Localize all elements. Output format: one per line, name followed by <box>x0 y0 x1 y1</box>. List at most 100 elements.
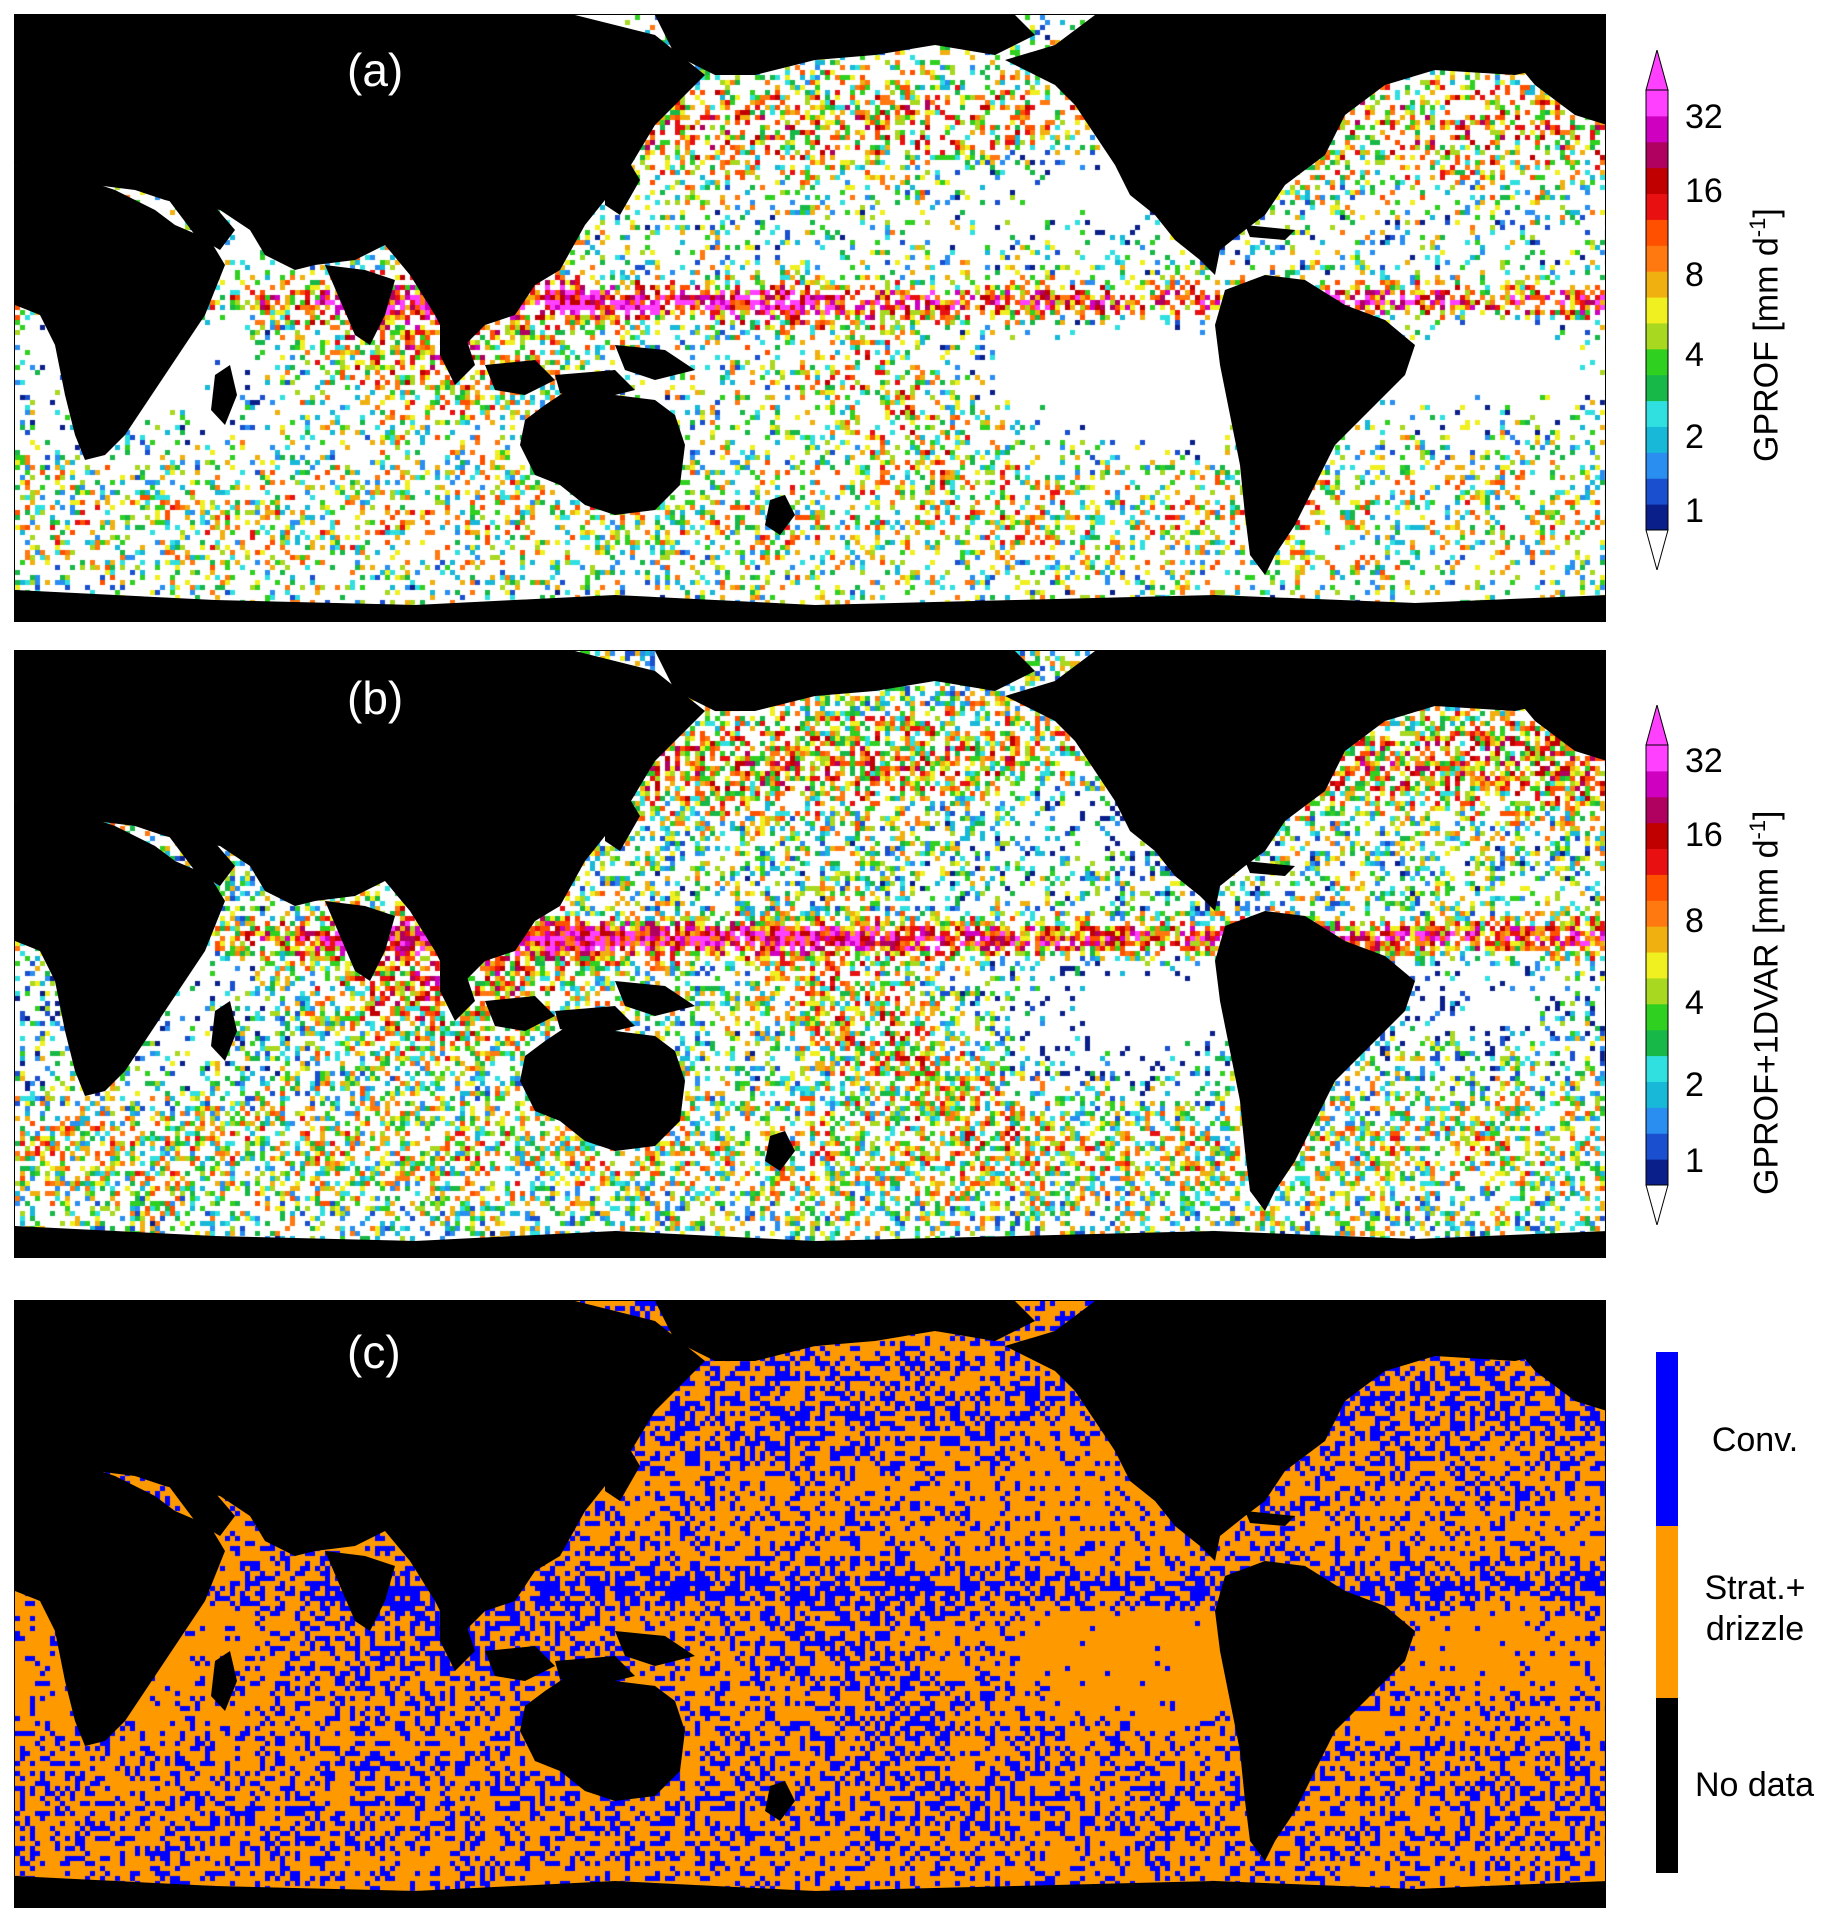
legend-label-conv: Conv. <box>1711 1421 1799 1459</box>
colorbar-segment <box>1646 977 1668 1005</box>
colorbar-segment <box>1646 1081 1668 1108</box>
landmass <box>1005 1301 1605 1561</box>
colorbar-outline <box>1645 744 1669 1186</box>
landmass <box>15 1876 1605 1907</box>
landmass <box>211 1001 237 1061</box>
colorbar-max-arrow <box>1645 705 1669 746</box>
colorbar-segment <box>1646 1159 1668 1186</box>
colorbar-a-title: GPROF [mm d-1] <box>1745 208 1786 462</box>
colorbar-segment <box>1646 478 1668 505</box>
landmass <box>520 1021 685 1151</box>
colorbar-outline <box>1645 89 1669 531</box>
colorbar-segment <box>1646 348 1668 376</box>
colorbar-b-tick-1: 1 <box>1685 1142 1704 1180</box>
landmass <box>1215 911 1415 1211</box>
colorbar-segment <box>1646 426 1668 453</box>
landmass <box>765 495 795 535</box>
landmass <box>1495 651 1605 761</box>
legend-swatch-nodata <box>1656 1698 1678 1873</box>
landmass <box>615 345 695 380</box>
landmass <box>15 590 1605 621</box>
colorbar-segment <box>1646 952 1668 979</box>
land-mask-c <box>15 1301 1605 1907</box>
legend-swatch-conv <box>1656 1352 1678 1526</box>
landmass <box>520 1671 685 1801</box>
colorbar-segment <box>1646 1055 1668 1082</box>
landmass <box>211 1651 237 1711</box>
landmass <box>615 981 695 1016</box>
colorbar-segment <box>1646 322 1668 350</box>
landmass <box>440 315 475 385</box>
colorbar-a-tick-32: 32 <box>1685 98 1723 136</box>
colorbar-b-tick-16: 16 <box>1685 816 1723 854</box>
landmass <box>15 801 225 1096</box>
colorbar-b-tick-4: 4 <box>1685 984 1704 1022</box>
landmass <box>1245 861 1295 876</box>
colorbar-segment <box>1646 796 1668 824</box>
colorbar-segment <box>1646 874 1668 901</box>
landmass <box>605 155 640 215</box>
map-c: (c) <box>14 1300 1606 1908</box>
legend-label-nodata: No data <box>1694 1766 1815 1804</box>
colorbar-segment <box>1646 848 1668 875</box>
land-mask-b <box>15 651 1605 1257</box>
colorbar-segment <box>1646 297 1668 324</box>
colorbar-segment <box>1646 504 1668 531</box>
landmass <box>615 1631 695 1666</box>
panel-label-c: (c) <box>347 1326 401 1378</box>
landmass <box>440 1601 475 1671</box>
landmass <box>325 901 395 981</box>
colorbar-b <box>1645 705 1669 1225</box>
colorbar-segment <box>1646 926 1668 953</box>
landmass <box>485 360 555 395</box>
panel-label-b: (b) <box>347 672 404 724</box>
colorbar-segment <box>1646 219 1668 246</box>
landmass <box>1495 15 1605 125</box>
colorbar-segment <box>1646 1133 1668 1160</box>
landmass <box>765 1131 795 1171</box>
colorbar-segment <box>1646 400 1668 427</box>
colorbar-segment <box>1646 822 1668 850</box>
landmass <box>485 1646 555 1681</box>
landmass <box>1005 15 1605 275</box>
colorbar-b-title: GPROF+1DVAR [mm d-1] <box>1745 810 1786 1195</box>
landmass <box>605 1441 640 1501</box>
landmass <box>520 385 685 515</box>
colorbar-segment <box>1646 745 1668 772</box>
landmass <box>165 195 235 250</box>
landmass <box>15 15 705 345</box>
landmass <box>15 1226 1605 1257</box>
colorbar-segment <box>1646 141 1668 169</box>
colorbar-segment <box>1646 1003 1668 1031</box>
colorbar-a-tick-16: 16 <box>1685 172 1723 210</box>
legend-label-strat: Strat.+ drizzle <box>1704 1569 1806 1648</box>
colorbar-a-tick-4: 4 <box>1685 336 1704 374</box>
colorbar-segment <box>1646 452 1668 479</box>
landmass <box>605 791 640 851</box>
colorbar-segment <box>1646 115 1668 143</box>
landmass <box>211 365 237 425</box>
landmass <box>1005 651 1605 911</box>
colorbar-b-tick-2: 2 <box>1685 1066 1704 1104</box>
landmass <box>325 1551 395 1631</box>
colorbar-segment <box>1646 90 1668 117</box>
colorbar-a-tick-8: 8 <box>1685 256 1704 294</box>
colorbar-segment <box>1646 900 1668 927</box>
landmass <box>655 1301 1035 1361</box>
legend-swatch-strat <box>1656 1526 1678 1698</box>
colorbar-b-tick-8: 8 <box>1685 902 1704 940</box>
landmass <box>1245 1511 1295 1526</box>
landmass <box>1215 275 1415 575</box>
colorbar-segment <box>1646 271 1668 298</box>
landmass <box>15 1451 225 1746</box>
landmass <box>15 1301 705 1631</box>
colorbar-segment <box>1646 770 1668 798</box>
landmass <box>485 996 555 1031</box>
colorbar-segment <box>1646 167 1668 195</box>
colorbar-a-tick-1: 1 <box>1685 492 1704 530</box>
map-a: (a) <box>14 14 1606 622</box>
landmass <box>1245 225 1295 240</box>
colorbar-max-arrow <box>1645 50 1669 91</box>
landmass <box>655 15 1035 75</box>
landmass <box>1495 1301 1605 1411</box>
